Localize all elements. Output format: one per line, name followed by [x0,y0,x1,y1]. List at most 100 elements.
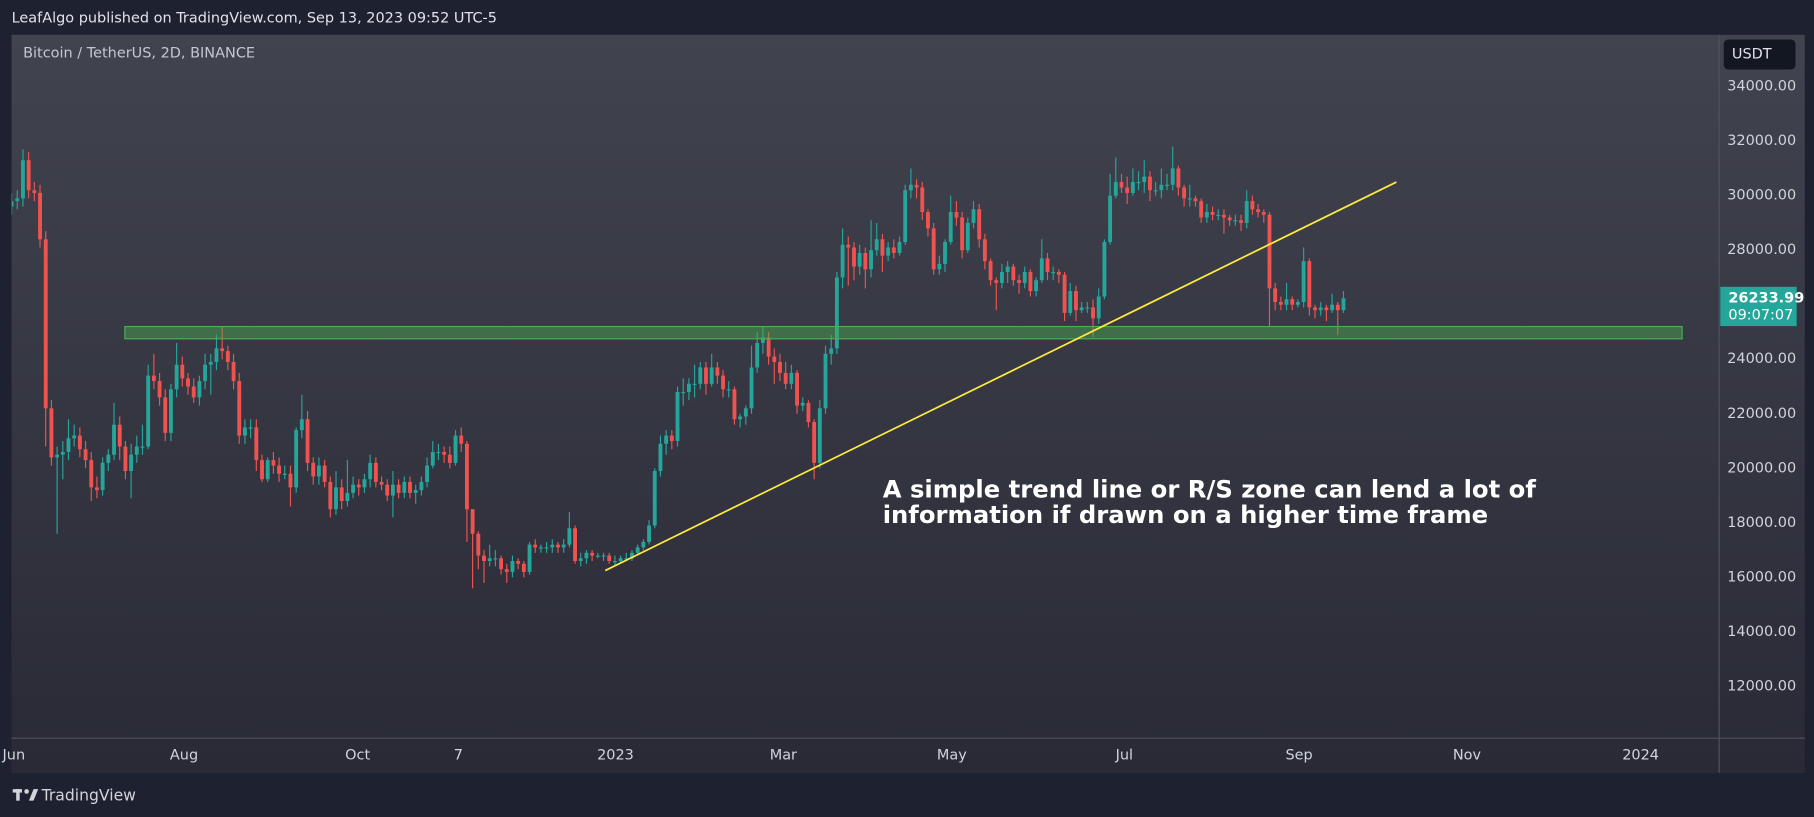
candle-body [493,558,498,560]
candle-body [220,348,225,352]
candle-body [926,212,930,229]
candle-body [328,481,333,510]
candle-body [1028,272,1033,292]
candle-body [778,361,782,373]
candle-body [880,239,885,256]
candle-body [112,424,116,455]
candle-body [544,547,549,549]
currency-label[interactable]: USDT [1732,46,1772,62]
candle-body [1307,261,1312,308]
trend-line [604,181,1397,572]
y-tick-label: 12000.00 [1727,678,1796,694]
last-price-badge [1720,286,1797,327]
candle-body [1125,187,1130,193]
candle-body [709,367,714,384]
candle-body [299,419,304,431]
candle-body [260,460,264,480]
candle-body [556,544,560,548]
candle-body [1267,214,1272,289]
candle-body [265,460,270,480]
candle-body [692,383,697,385]
candle-body [1022,272,1027,283]
candle-body [379,481,384,485]
candle-body [988,261,993,281]
candle-body [1330,304,1335,311]
candle-body [738,416,743,420]
candle-body [1062,274,1067,313]
candle-body [26,160,31,191]
candle-body [812,421,817,463]
publisher-line: LeafAlgo published on TradingView.com, S… [12,11,497,27]
candle-body [83,449,88,461]
candle-body [755,342,760,368]
candle-body [21,160,25,199]
candle-body [1165,184,1169,186]
candle-body [715,367,720,376]
candle-body [977,209,982,240]
candle-body [77,435,82,450]
candle-body [1056,272,1061,275]
candle-body [869,250,873,270]
y-tick-label: 22000.00 [1727,406,1796,422]
candle-body [311,462,316,477]
candle-body [806,402,811,422]
candle-body [49,408,54,458]
last-price-label: 26233.99 [1728,290,1804,306]
y-tick-label: 18000.00 [1727,515,1796,531]
candle-body [823,353,828,409]
candle-body [567,528,572,545]
x-tick-label: Jun [2,748,26,764]
candle-body [362,479,367,488]
candle-body [647,525,651,542]
currency-box[interactable] [1723,39,1796,70]
candle-body [982,239,987,262]
candle-body [60,451,65,455]
candle-body [140,446,145,448]
candle-body [180,364,185,379]
candle-body [402,481,407,493]
y-tick-label: 20000.00 [1727,460,1796,476]
candle-body [305,419,310,463]
logo-part [28,789,39,801]
candle-body [174,364,179,390]
sr-zone [124,325,1683,340]
candle-body [550,544,555,548]
candle-body [1335,304,1340,311]
candle-body [760,337,765,343]
candle-body [1005,266,1010,273]
candle-body [721,375,725,390]
candle-body [732,389,737,420]
candle-body [294,430,299,488]
candle-body [920,187,925,213]
candle-body [584,552,589,559]
candle-body [169,389,173,433]
candle-body [248,427,253,429]
candle-body [1284,299,1289,305]
candle-body [106,454,111,463]
candle-body [573,528,578,562]
candle-body [356,484,361,488]
candle-body [32,190,37,193]
candle-body [1136,182,1141,184]
candle-body [743,408,748,417]
candle-body [903,190,908,243]
candle-body [817,408,822,463]
candle-body [897,242,902,253]
candle-body [891,247,896,253]
candle-body [630,552,634,559]
candle-body [1159,184,1164,191]
candle-body [1216,214,1221,216]
candle-body [1142,176,1147,183]
candle-body [624,558,629,560]
y-tick-label: 24000.00 [1727,351,1796,367]
candle-body [1102,242,1107,297]
x-tick-label: May [937,748,967,764]
candle-body [1256,209,1261,213]
candle-body [214,348,219,362]
candle-body [66,438,71,452]
candle-body [1091,307,1095,319]
x-tick-label: Jul [1115,748,1133,764]
candle-body [277,465,282,474]
symbol-title: Bitcoin / TetherUS, 2D, BINANCE [23,45,255,61]
